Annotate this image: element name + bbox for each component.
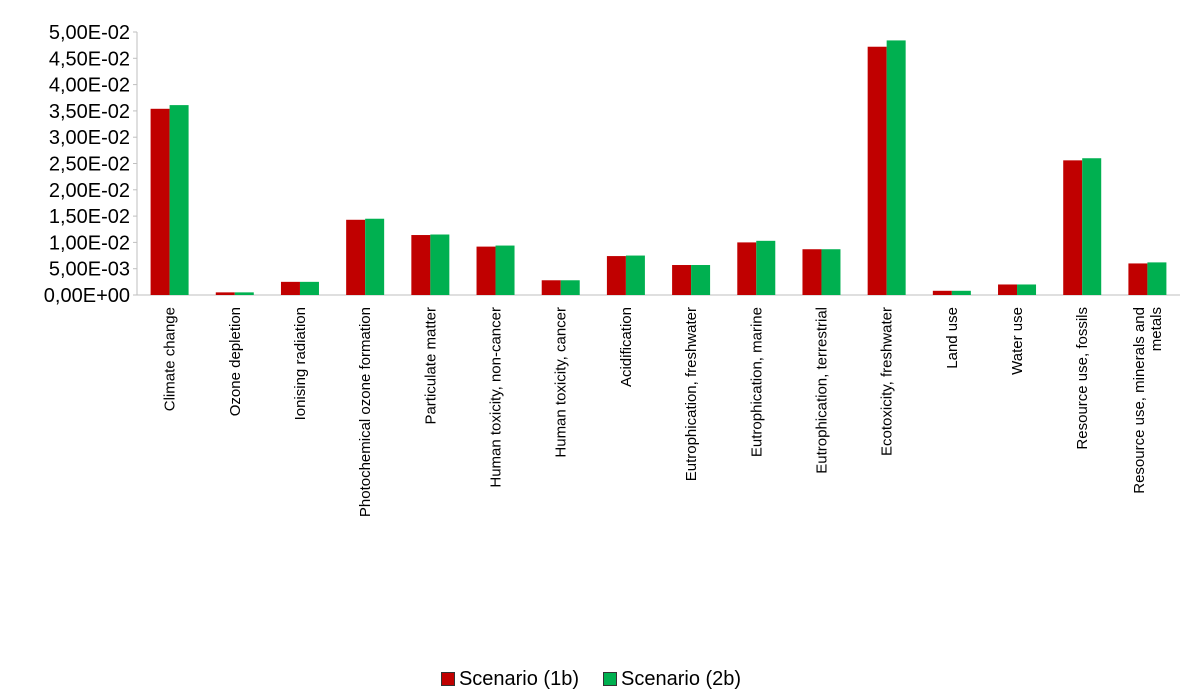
bar-1 [606,256,626,295]
x-tick-label: Human toxicity, cancer [553,307,570,458]
y-tick-label: 1,00E-02 [49,232,130,254]
x-tick-label-line: Resource use, minerals and [1131,307,1148,494]
x-tick-label: Particulate matter [422,307,439,425]
bar-2 [299,281,319,295]
y-tick-label: 1,50E-02 [49,206,130,228]
bar-2 [691,265,711,295]
bar-2 [1082,158,1102,295]
bar-2 [365,218,385,295]
x-tick-label: Human toxicity, non-cancer [488,307,505,488]
bar-2 [1147,262,1167,295]
legend-item-series-2: Scenario (2b) [603,668,741,691]
x-tick-label: Ecotoxicity, freshwater [879,307,896,456]
x-tick-label-line: Resource use, fossils [1074,307,1091,450]
x-tick-label-line: Water use [1009,307,1026,375]
x-tick-label-line: metals [1148,307,1165,351]
x-tick-label: Ionising radiation [292,307,309,420]
x-tick-label: Eutrophication, marine [748,307,765,457]
y-tick-label: 5,00E-03 [49,259,130,281]
bar-1 [932,290,952,295]
legend-swatch-series-1 [440,672,455,686]
bar-2 [951,290,971,295]
y-tick-label: 0,00E+00 [44,285,130,307]
bar-1 [1128,263,1148,295]
bar-1 [215,292,235,295]
x-tick-label-line: Land use [944,307,961,369]
x-tick-label: Climate change [162,307,179,411]
x-tick-label-line: Human toxicity, non-cancer [488,307,505,488]
bar-2 [756,240,776,295]
bar-2 [430,234,450,295]
x-tick-label: Eutrophication, terrestrial [813,307,830,474]
y-tick-label: 4,50E-02 [49,48,130,70]
y-tick-label: 4,00E-02 [49,75,130,97]
bar-1 [346,219,366,295]
bar-2 [495,245,515,295]
x-tick-label-line: Ecotoxicity, freshwater [879,307,896,456]
x-tick-label: Acidification [618,307,635,387]
x-tick-label: Ozone depletion [227,307,244,416]
bar-2 [886,40,906,295]
x-tick-label-line: Eutrophication, terrestrial [813,307,830,474]
x-tick-label-line: Eutrophication, marine [748,307,765,457]
bar-1 [867,46,887,296]
bar-1 [280,281,300,295]
bar-2 [821,249,841,295]
bar-1 [476,246,496,295]
x-tick-label-line: Climate change [162,307,179,411]
x-tick-label: Land use [944,307,961,369]
bar-1 [672,265,692,295]
bar-2 [1017,284,1037,295]
x-tick-label-line: Photochemical ozone formation [357,307,374,517]
bar-1 [1063,160,1083,295]
bar-2 [625,255,645,295]
y-tick-label: 2,00E-02 [49,180,130,202]
x-tick-label-line: Acidification [618,307,635,387]
bar-1 [998,284,1018,295]
x-tick-label-line: Eutrophication, freshwater [683,307,700,481]
x-tick-label-line: Particulate matter [422,307,439,425]
y-tick-label: 2,50E-02 [49,154,130,176]
x-tick-label: Resource use, fossils [1074,307,1091,450]
bar-1 [802,249,822,295]
x-tick-label: Photochemical ozone formation [357,307,374,517]
legend-label-series-2: Scenario (2b) [621,667,742,690]
bar-1 [541,280,561,295]
bar-1 [737,242,757,295]
x-tick-label-line: Ozone depletion [227,307,244,416]
legend: Scenario (1b) Scenario (2b) [0,666,1182,692]
legend-swatch-series-2 [603,672,617,686]
y-tick-label: 3,50E-02 [49,101,130,123]
bar-2 [560,280,580,295]
x-tick-label: Eutrophication, freshwater [683,307,700,481]
x-tick-label: Water use [1009,307,1026,375]
y-tick-label: 3,00E-02 [49,127,130,149]
legend-item-series-1: Scenario (1b) [440,667,579,691]
y-tick-label: 5,00E-02 [49,22,130,44]
x-tick-label: Resource use, minerals andmetals [1131,307,1165,494]
bar-2 [169,105,189,295]
x-tick-label-line: Ionising radiation [292,307,309,420]
bar-1 [150,108,170,296]
bar-1 [411,235,431,295]
legend-label-series-1: Scenario (1b) [458,667,579,690]
x-tick-label-line: Human toxicity, cancer [553,307,570,458]
bar-2 [234,292,254,295]
bar-chart: 0,00E+00 5,00E-03 1,00E-02 1,50E-02 2,00E-02… [44,22,1180,517]
